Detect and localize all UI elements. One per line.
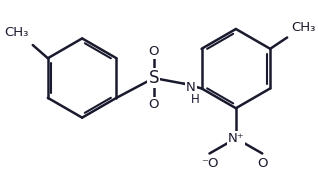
Text: CH₃: CH₃	[291, 21, 315, 34]
Text: O: O	[257, 157, 267, 170]
Text: S: S	[149, 69, 159, 87]
Text: N⁺: N⁺	[228, 132, 244, 145]
Text: O: O	[149, 98, 159, 111]
Text: H: H	[190, 93, 199, 106]
Text: CH₃: CH₃	[4, 26, 29, 39]
Text: O: O	[149, 45, 159, 58]
Text: N: N	[186, 81, 196, 94]
Text: ⁻O: ⁻O	[201, 157, 218, 170]
